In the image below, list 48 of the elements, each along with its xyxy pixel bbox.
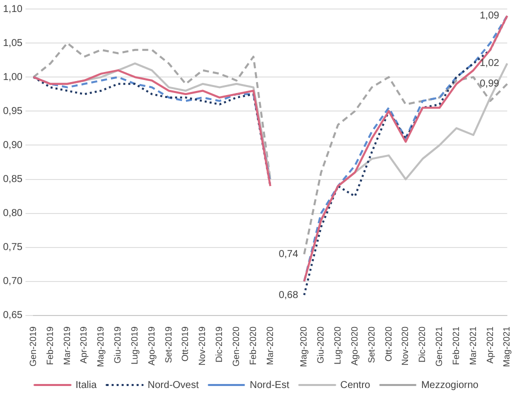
y-tick-label: 0,95 (2, 106, 23, 117)
y-tick-label: 0,85 (2, 174, 23, 186)
legend-label: Mezzogiorno (421, 380, 479, 391)
x-tick-label: Ott-2019 (180, 326, 190, 362)
x-tick-label: Gen-2021 (434, 326, 444, 367)
legend-label: Italia (76, 380, 98, 391)
annotation: 1,02 (480, 58, 500, 70)
annotation: 0,74 (278, 248, 299, 260)
y-tick-label: 1,05 (2, 38, 23, 49)
y-tick-label: 0,65 (2, 310, 23, 322)
x-tick-label: Dic-2020 (417, 326, 428, 363)
x-tick-label: Gen-2020 (230, 326, 241, 367)
x-tick-label: Lug-2019 (129, 326, 140, 365)
legend-label: Nord-Est (250, 380, 290, 391)
x-tick-label: Mag-2019 (96, 326, 106, 368)
x-tick-label: Mar-2020 (264, 326, 275, 366)
x-tick-label: Mar-2019 (62, 326, 72, 366)
y-tick-label: 0,80 (2, 208, 23, 220)
x-tick-label: Apr-2021 (484, 326, 495, 364)
x-tick-label: Mag-2021 (502, 326, 512, 368)
x-tick-label: Ago-2020 (349, 326, 360, 366)
x-tick-label: Gen-2019 (28, 326, 38, 367)
x-tick-label: Ago-2019 (146, 326, 156, 366)
x-tick-label: Mag-2020 (298, 326, 309, 368)
x-tick-label: Lug-2020 (332, 326, 342, 365)
y-tick-label: 0,90 (2, 140, 23, 151)
legend-label: Centro (340, 380, 371, 391)
annotation: 0,99 (480, 78, 500, 90)
y-tick-label: 1,10 (2, 4, 23, 15)
legend-label: Nord-Ovest (148, 380, 199, 391)
x-tick-label: Dic-2019 (214, 326, 224, 363)
x-tick-label: Mar-2021 (468, 326, 478, 366)
annotation: 1,09 (480, 10, 500, 22)
x-tick-label: Apr-2019 (78, 326, 89, 364)
x-tick-label: Set-2019 (163, 326, 174, 364)
x-tick-label: Nov-2019 (197, 326, 208, 366)
x-tick-label: Feb-2020 (248, 326, 258, 366)
y-tick-label: 0,75 (2, 242, 23, 254)
x-tick-label: Feb-2021 (450, 326, 461, 366)
x-tick-label: Feb-2019 (44, 326, 55, 366)
x-tick-label: Ott-2020 (383, 326, 394, 362)
y-tick-label: 1,00 (2, 72, 23, 83)
annotation: 0,68 (278, 290, 299, 301)
x-tick-label: Giu-2020 (316, 326, 326, 364)
x-tick-label: Nov-2020 (400, 326, 410, 366)
y-tick-label: 0,70 (2, 276, 23, 288)
x-tick-label: Giu-2019 (112, 326, 123, 364)
x-tick-label: Set-2020 (366, 326, 376, 364)
